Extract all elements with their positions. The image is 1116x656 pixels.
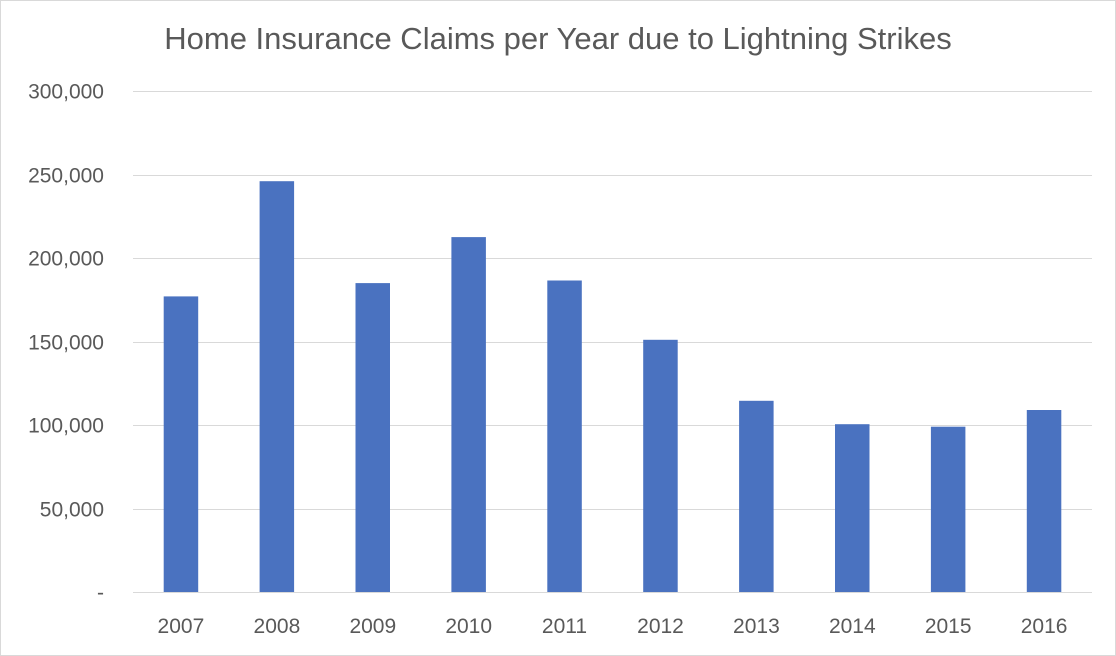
bar xyxy=(835,424,870,592)
bar xyxy=(930,426,966,592)
y-tick-label: 100,000 xyxy=(28,415,104,438)
y-tick-label: 250,000 xyxy=(28,165,104,188)
x-tick-label: 2013 xyxy=(733,615,780,638)
bar xyxy=(259,181,295,592)
bar xyxy=(355,283,390,592)
bar xyxy=(643,339,678,592)
bar xyxy=(1026,410,1062,592)
bars xyxy=(163,181,1062,592)
bar xyxy=(547,280,582,592)
bar xyxy=(451,237,486,592)
x-tick-label: 2011 xyxy=(542,615,587,638)
x-tick-label: 2016 xyxy=(1021,615,1068,638)
x-tick-label: 2008 xyxy=(254,615,301,638)
y-tick-label: - xyxy=(97,582,104,605)
bar xyxy=(163,296,199,592)
chart-title: Home Insurance Claims per Year due to Li… xyxy=(164,21,952,56)
x-tick-label: 2007 xyxy=(158,615,205,638)
x-tick-label: 2015 xyxy=(925,615,972,638)
y-tick-label: 300,000 xyxy=(28,81,104,104)
x-tick-label: 2009 xyxy=(349,615,396,638)
bar xyxy=(739,400,774,592)
y-axis-tick-labels: - 50,000 100,000 150,000 200,000 250,000 300,0… xyxy=(28,81,104,605)
x-tick-label: 2014 xyxy=(829,615,876,638)
y-tick-label: 50,000 xyxy=(40,499,104,522)
x-axis-tick-labels: 2007 2008 2009 2010 2011 2012 2013 2014 2015 2016 xyxy=(158,615,1068,638)
y-tick-label: 200,000 xyxy=(28,248,104,271)
x-tick-label: 2012 xyxy=(637,615,684,638)
x-tick-label: 2010 xyxy=(445,615,492,638)
y-tick-label: 150,000 xyxy=(28,332,104,355)
